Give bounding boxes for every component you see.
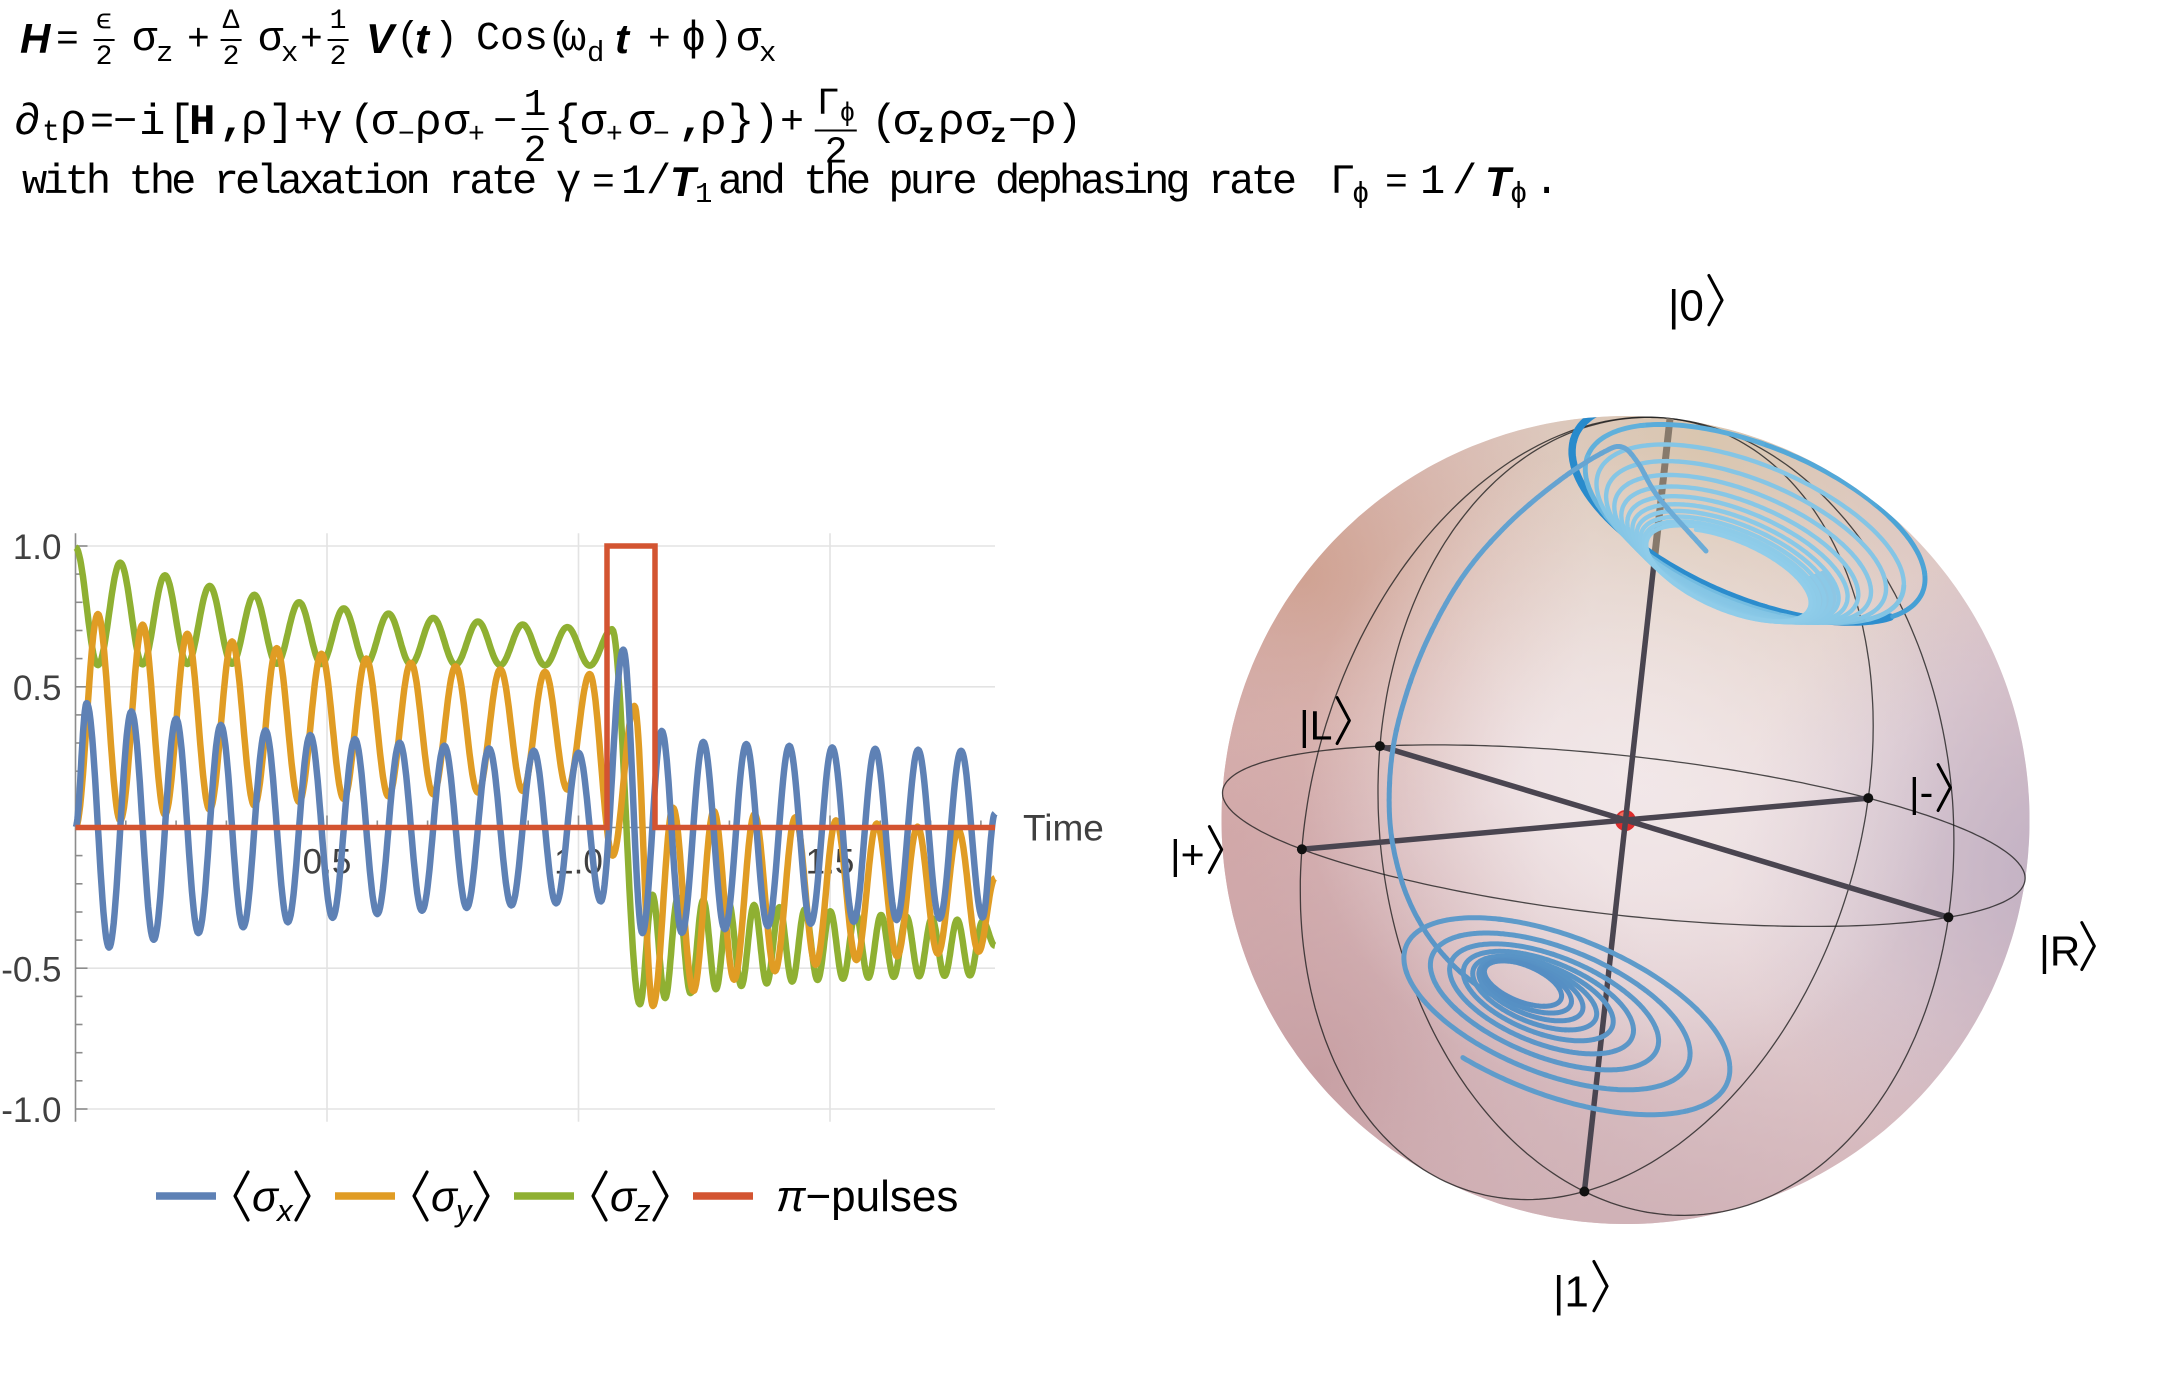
svg-text:σ: σ <box>431 1173 459 1221</box>
svg-text:σ: σ <box>610 1173 638 1221</box>
svg-text:0.5: 0.5 <box>13 669 62 708</box>
svg-text:|0: |0 <box>1668 281 1704 330</box>
svg-text:|-: |- <box>1909 769 1933 815</box>
svg-text:|1: |1 <box>1553 1267 1589 1316</box>
svg-text:Time: Time <box>1023 808 1104 849</box>
svg-text:|L: |L <box>1299 702 1332 748</box>
svg-text:|+: |+ <box>1170 831 1205 877</box>
svg-text:-1.0: -1.0 <box>1 1091 61 1130</box>
svg-text:z: z <box>634 1193 651 1228</box>
svg-text:|R: |R <box>2039 927 2080 974</box>
svg-text:1.0: 1.0 <box>13 528 62 567</box>
svg-text:σ: σ <box>252 1173 280 1221</box>
svg-text:x: x <box>275 1193 294 1228</box>
svg-text:π−pulses: π−pulses <box>776 1172 958 1221</box>
svg-text:-0.5: -0.5 <box>1 950 61 989</box>
svg-text:y: y <box>454 1193 474 1228</box>
